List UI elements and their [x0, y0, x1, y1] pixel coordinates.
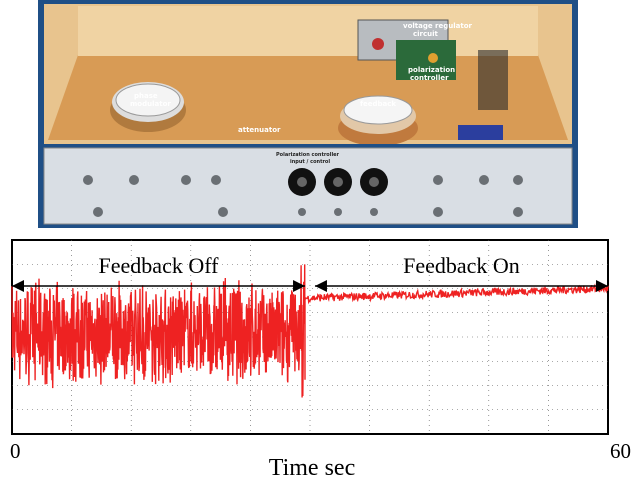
x-tick-label: 60 [610, 439, 631, 463]
annotations: Feedback Off Feedback On [12, 253, 608, 292]
device-photo: voltage regulator circuit phase modulato… [38, 0, 578, 228]
circuit-label: circuit [413, 30, 439, 38]
modulator-label: modulator [130, 100, 171, 108]
feedback-photo-label: feedback [360, 100, 396, 108]
knob-icon [288, 168, 388, 196]
attenuator-label: attenuator [238, 126, 281, 134]
oscilloscope-chart: Feedback Off Feedback On 0 60 Time sec [10, 239, 631, 481]
panel-title-1: Polarization controller [276, 152, 340, 158]
polarization-label-1: polarization [408, 66, 455, 74]
signal-line [11, 264, 609, 398]
x-tick-label: 0 [10, 439, 21, 463]
annotation-label: Feedback Off [99, 253, 220, 278]
panel-title-2: input / control [290, 159, 330, 165]
signal-trace [11, 264, 609, 398]
annotation-arrow [12, 280, 306, 292]
plot-frame [11, 239, 609, 435]
connector-icon [83, 175, 523, 217]
polarization-label-2: controller [410, 74, 449, 82]
annotation-arrow [314, 280, 608, 292]
annotation-label: Feedback On [403, 253, 520, 278]
phase-label: phase [134, 92, 158, 100]
x-axis-title: Time sec [269, 455, 355, 481]
voltage-regulator-label: voltage regulator [403, 22, 473, 30]
